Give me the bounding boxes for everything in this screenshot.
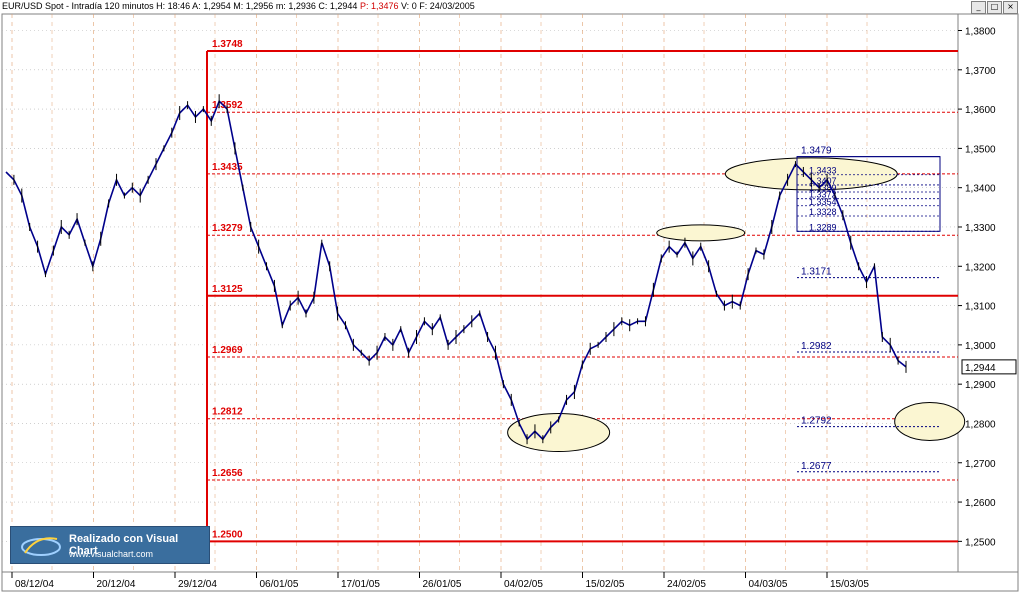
watermark-title: Realizado con Visual Chart: [69, 533, 179, 557]
projection-level-label: 1.3171: [801, 267, 832, 278]
field-c-val: 1,2944: [329, 1, 358, 11]
y-tick-label: 1,3600: [965, 105, 996, 116]
fib-level-label: 1.2812: [212, 407, 243, 418]
x-tick-label: 06/01/05: [260, 579, 299, 590]
y-tick-label: 1,2700: [965, 459, 996, 470]
field-a-val: 1,2954: [203, 1, 231, 11]
highlight-ellipse: [507, 413, 611, 452]
chart-header: EUR/USD Spot - Intradía 120 minutos H: 1…: [2, 1, 475, 11]
price-axis: [957, 13, 1019, 573]
field-v-key: V:: [401, 1, 410, 11]
projection-sublevel-label: 1.3407: [809, 176, 837, 186]
projection-level-label: 1.2982: [801, 341, 832, 352]
visualchart-logo-icon: [21, 537, 61, 556]
x-tick-label: 04/03/05: [749, 579, 788, 590]
x-tick-label: 15/02/05: [586, 579, 625, 590]
projection-sublevel-label: 1.3433: [809, 166, 837, 176]
x-tick-label: 29/12/04: [178, 579, 217, 590]
projection-sublevel-label: 1.3389: [809, 183, 837, 193]
last-price-box: [961, 359, 1017, 375]
projection-sublevel-label: 1.3289: [809, 222, 837, 232]
x-tick-label: 20/12/04: [97, 579, 136, 590]
visualchart-watermark[interactable]: Realizado con Visual Chart www.visualcha…: [10, 526, 210, 564]
x-tick-label: 04/02/05: [504, 579, 543, 590]
y-tick-label: 1,3300: [965, 223, 996, 234]
plot-frame: [1, 13, 959, 573]
last-price-label: 1,2944: [965, 363, 996, 374]
y-tick-label: 1,3000: [965, 341, 996, 352]
field-p-key: P:: [359, 1, 369, 11]
field-p-val: 1,3476: [370, 1, 399, 11]
y-tick-label: 1,3800: [965, 27, 996, 38]
fib-level-label: 1.2656: [212, 468, 243, 479]
x-tick-label: 08/12/04: [15, 579, 54, 590]
x-tick-label: 24/02/05: [667, 579, 706, 590]
field-f-val: 24/03/2005: [429, 1, 475, 11]
projection-sublevel-label: 1.3328: [809, 207, 837, 217]
x-tick-label: 15/03/05: [830, 579, 869, 590]
y-tick-label: 1,2900: [965, 380, 996, 391]
projection-sublevel-label: 1.3354: [809, 197, 837, 207]
field-m-key: M:: [233, 1, 244, 11]
field-a-key: A:: [192, 1, 201, 11]
fib-level-label: 1.2969: [212, 345, 243, 356]
field-c-key: C:: [318, 1, 328, 11]
y-tick-label: 1,3700: [965, 66, 996, 77]
x-tick-label: 17/01/05: [341, 579, 380, 590]
highlight-ellipse: [656, 224, 746, 242]
field-h-key: H:: [156, 1, 166, 11]
projection-level-label: 1.2677: [801, 461, 832, 472]
x-tick-label: 26/01/05: [423, 579, 462, 590]
fib-level-label: 1.3435: [212, 162, 243, 173]
fib-level-label: 1.2500: [212, 529, 243, 540]
field-f-key: F:: [419, 1, 428, 11]
watermark-url: www.visualchart.com: [69, 549, 154, 559]
fib-level-label: 1.3748: [212, 39, 243, 50]
highlight-ellipse: [894, 401, 966, 441]
y-tick-label: 1,2800: [965, 419, 996, 430]
symbol-label: EUR/USD Spot: [2, 1, 64, 11]
y-tick-label: 1,3200: [965, 262, 996, 273]
field-min-val: 1,2936: [288, 1, 316, 11]
field-h-val: 18:46: [167, 1, 191, 11]
y-tick-label: 1,3400: [965, 184, 996, 195]
y-tick-label: 1,3500: [965, 144, 996, 155]
field-v-val: 0: [411, 1, 417, 11]
interval-label: Intradía 120 minutos: [71, 1, 154, 11]
window-controls: _ □ ×: [971, 1, 1018, 14]
projection-level-label: 1.3479: [801, 146, 832, 157]
field-min-key: m:: [275, 1, 286, 11]
fib-level-label: 1.3125: [212, 284, 243, 295]
fib-level-label: 1.3279: [212, 223, 243, 234]
y-tick-label: 1,2500: [965, 537, 996, 548]
projection-sublevel-label: 1.3372: [809, 190, 837, 200]
projection-level-label: 1.2792: [801, 416, 832, 427]
y-tick-label: 1,2600: [965, 498, 996, 509]
field-m-val: 1,2956: [245, 1, 274, 11]
y-tick-label: 1,3100: [965, 302, 996, 313]
